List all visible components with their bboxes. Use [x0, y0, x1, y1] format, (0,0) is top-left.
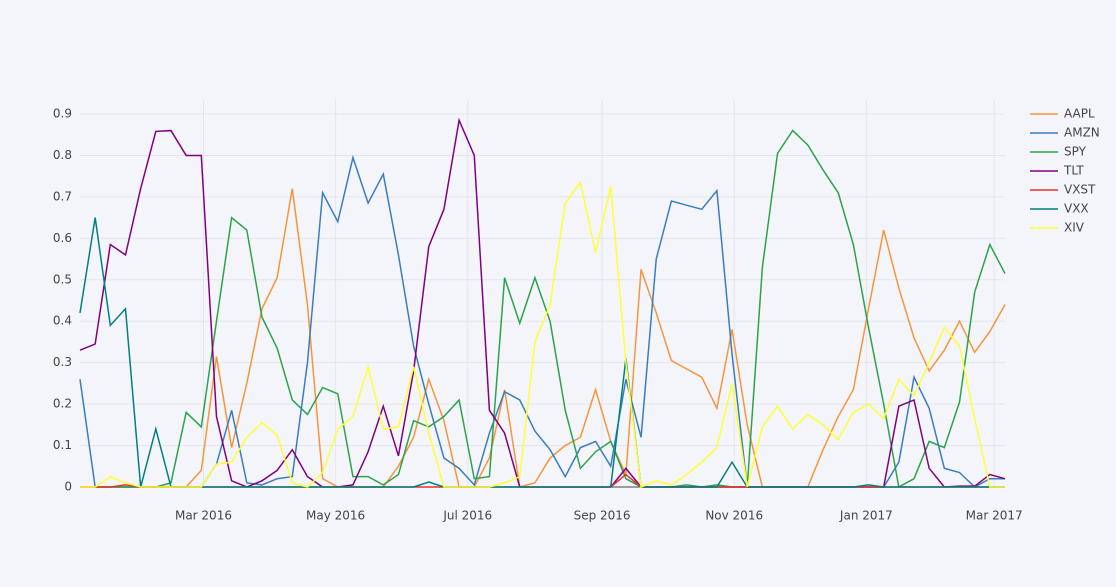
y-tick-label: 0.2 [53, 397, 72, 411]
y-tick-label: 0 [64, 480, 72, 494]
y-tick-label: 0.7 [53, 189, 72, 203]
y-tick-label: 0.4 [53, 314, 72, 328]
y-tick-label: 0.9 [53, 107, 72, 121]
y-tick-label: 0.6 [53, 231, 72, 245]
x-tick-label: May 2016 [306, 509, 365, 523]
y-tick-label: 0.8 [53, 148, 72, 162]
series-line [79, 217, 1005, 488]
legend-label: TLT [1063, 164, 1084, 178]
y-tick-label: 0.1 [53, 438, 72, 452]
x-tick-label: Jan 2017 [839, 509, 893, 523]
legend-label: AAPL [1064, 107, 1095, 121]
legend-label: AMZN [1064, 126, 1100, 140]
x-tick-label: Mar 2017 [966, 509, 1023, 523]
series-line [80, 129, 1006, 489]
legend-label: VXST [1064, 183, 1096, 197]
y-tick-label: 0.5 [53, 272, 72, 286]
x-tick-label: Sep 2016 [574, 509, 631, 523]
legend-label: SPY [1064, 145, 1087, 159]
x-tick-label: Jul 2016 [442, 509, 492, 523]
legend-label: XIV [1064, 221, 1085, 235]
x-tick-label: Nov 2016 [705, 509, 763, 523]
series-line [80, 180, 1005, 489]
legend-label: VXX [1064, 202, 1089, 216]
y-tick-label: 0.3 [53, 355, 72, 369]
x-tick-label: Mar 2016 [175, 509, 232, 523]
series-line [80, 188, 1006, 488]
